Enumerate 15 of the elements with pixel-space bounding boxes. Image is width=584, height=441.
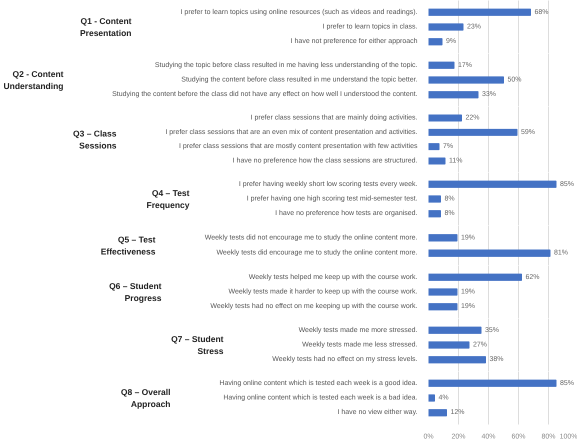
- bar: [428, 128, 518, 136]
- text: Q8 – Overall Approach: [120, 387, 171, 409]
- bar: [428, 114, 462, 122]
- text: Q5 – Test Effectiveness: [100, 234, 156, 256]
- bar: [428, 143, 440, 150]
- bar: [428, 158, 446, 165]
- text: Q2 - Content Understanding: [4, 69, 64, 91]
- text: Q7 – Student Stress: [171, 334, 224, 356]
- text: Q3 – Class Sessions: [73, 128, 117, 150]
- text: Q4 – Test Frequency: [146, 188, 190, 210]
- bar: [428, 409, 447, 416]
- text: Q6 – Student Progress: [109, 281, 162, 303]
- bar: [428, 394, 435, 402]
- bar: [428, 380, 556, 387]
- text: Q1 - Content Presentation: [80, 16, 132, 38]
